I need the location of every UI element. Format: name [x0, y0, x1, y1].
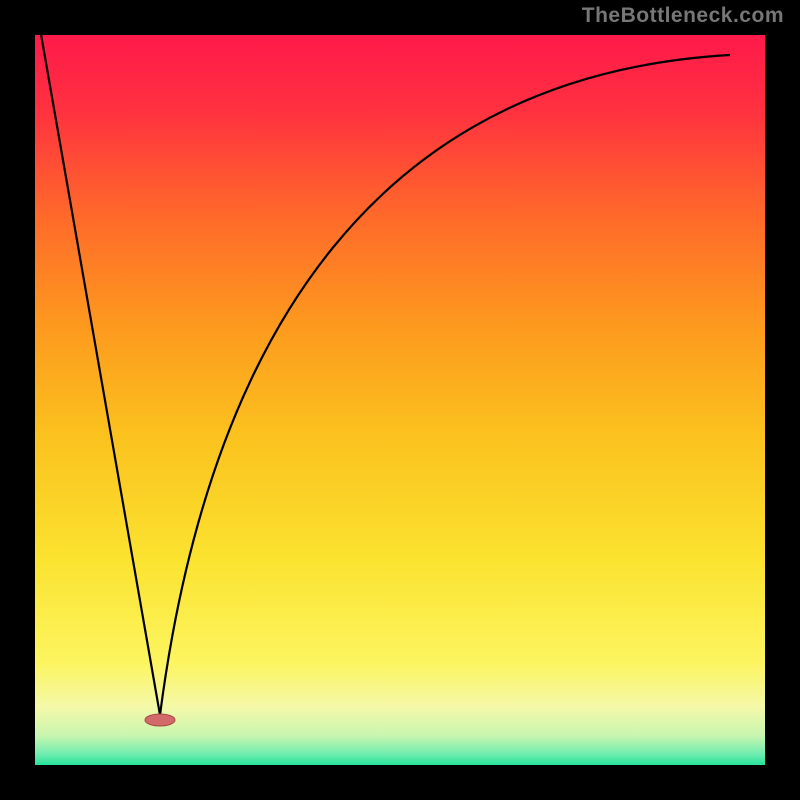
gradient-background: [35, 35, 765, 765]
vertex-marker: [145, 714, 175, 726]
plot-area: [35, 35, 765, 765]
frame-right: [765, 0, 800, 800]
watermark-text: TheBottleneck.com: [582, 4, 784, 28]
chart-svg: [35, 35, 765, 765]
frame-left: [0, 0, 35, 800]
frame-bottom: [0, 765, 800, 800]
